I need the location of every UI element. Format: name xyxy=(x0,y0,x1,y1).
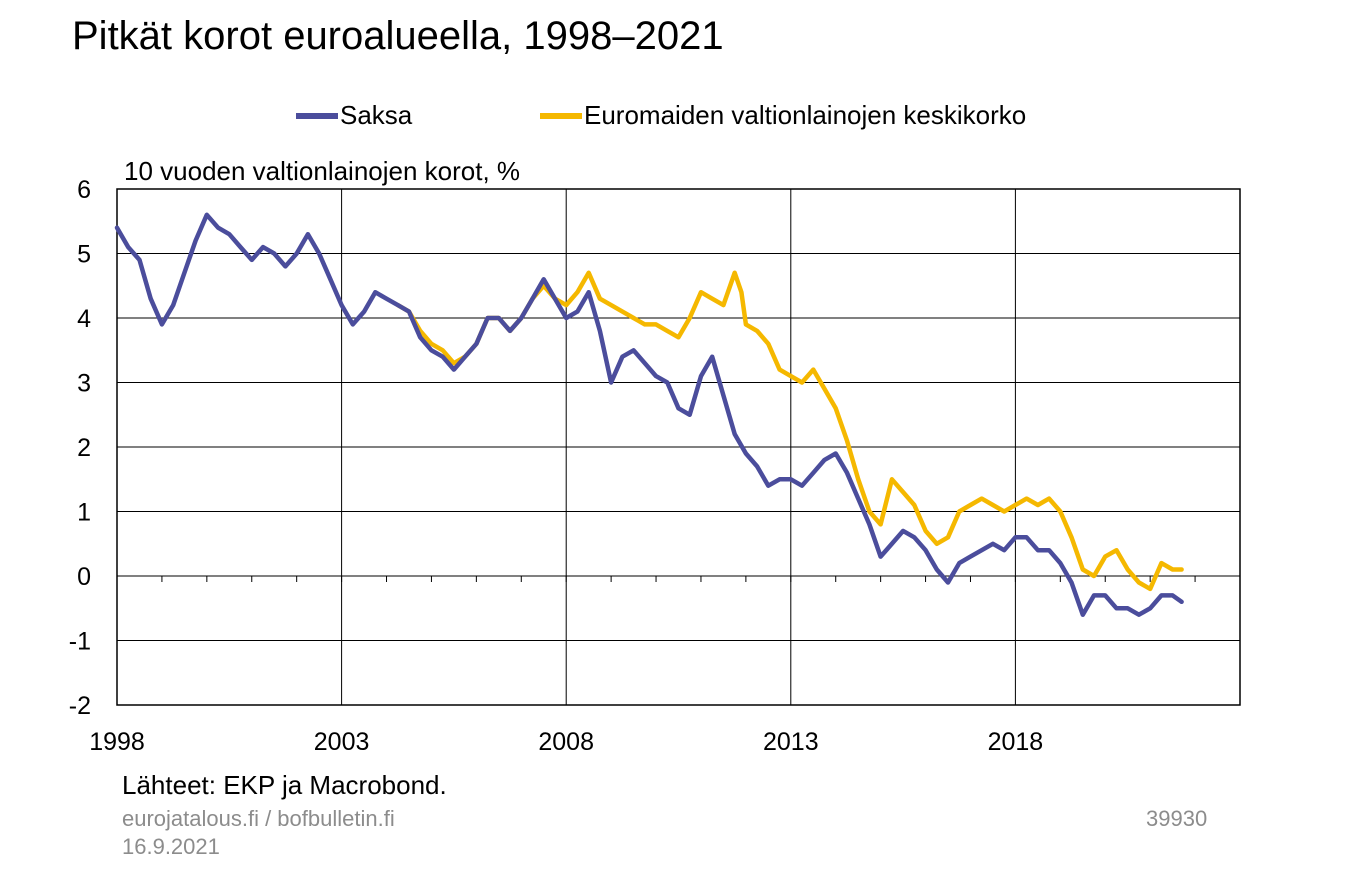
footer-site: eurojatalous.fi / bofbulletin.fi xyxy=(122,806,395,831)
x-tick-label: 2013 xyxy=(763,728,819,756)
legend-item-euro: Euromaiden valtionlainojen keskikorko xyxy=(540,100,1026,131)
series-line-saksa xyxy=(114,212,1184,617)
source-note: Lähteet: EKP ja Macrobond. xyxy=(122,770,447,800)
y-tick-label: 3 xyxy=(77,370,91,398)
y-tick-label: 6 xyxy=(77,176,91,204)
y-tick-label: 5 xyxy=(77,241,91,269)
footer-date: 16.9.2021 xyxy=(122,834,220,859)
x-tick-label: 2008 xyxy=(538,728,594,756)
series-line-euro xyxy=(395,270,1184,592)
y-tick-label: 0 xyxy=(77,563,91,591)
y-tick-label: 2 xyxy=(77,434,91,462)
y-tick-label: 4 xyxy=(77,305,91,333)
x-tick-label: 1998 xyxy=(89,728,145,756)
footer-chart-id: 39930 xyxy=(1146,806,1208,831)
legend-item-saksa: Saksa xyxy=(296,100,412,131)
legend-swatch-saksa xyxy=(296,112,338,119)
legend-label-euro: Euromaiden valtionlainojen keskikorko xyxy=(584,100,1027,130)
x-tick-label: 2003 xyxy=(314,728,370,756)
chart-title: Pitkät korot euroalueella, 1998–2021 xyxy=(72,14,724,58)
legend-swatch-euro xyxy=(540,112,582,119)
plot-frame xyxy=(116,188,1241,706)
y-tick-label: -2 xyxy=(69,692,91,720)
x-tick-label: 2018 xyxy=(988,728,1044,756)
y-axis-unit-label: 10 vuoden valtionlainojen korot, % xyxy=(124,156,521,186)
legend: Saksa Euromaiden valtionlainojen keskiko… xyxy=(0,100,1346,140)
y-tick-label: -1 xyxy=(69,628,91,656)
legend-label-saksa: Saksa xyxy=(340,100,413,130)
y-tick-label: 1 xyxy=(77,499,91,527)
